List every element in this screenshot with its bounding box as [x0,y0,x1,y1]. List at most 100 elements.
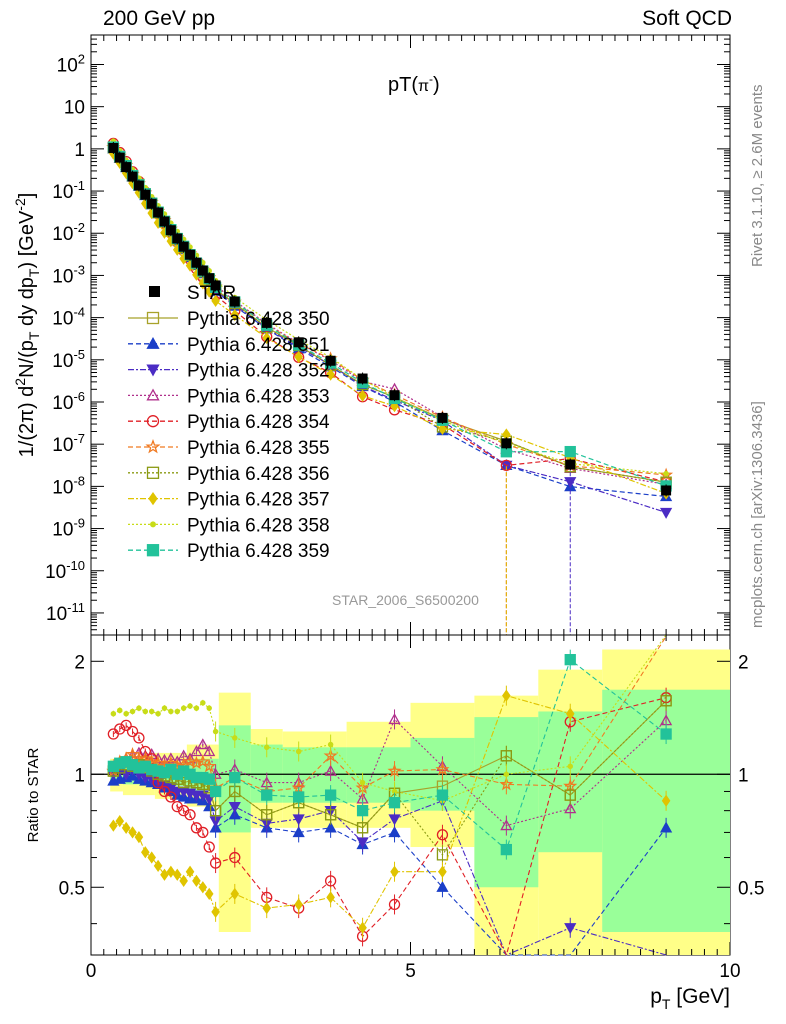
ratio-series-point [190,745,203,757]
ratio-series-point [160,868,169,881]
ratio-series-point [356,837,369,849]
star-data-point [114,152,125,163]
x-axis-label: pT [GeV] [650,985,730,1012]
ratio-series-point [133,732,145,744]
chart-title: pT(π-) [388,72,440,96]
star-data-point [140,189,151,200]
main-y-tick-label: 10-6 [52,389,85,414]
star-data-point [565,459,576,470]
ratio-series-point [228,801,241,813]
ratio-series-point [564,802,577,814]
ratio-series-point [141,846,150,859]
ratio-series-point [388,814,401,826]
ratio-series-point [388,713,401,725]
ratio-series-point [161,705,168,711]
main-y-tick-label: 10-3 [52,262,85,287]
main-series-point [663,470,669,477]
ratio-series-s359 [107,649,672,860]
ratio-series-point [121,821,131,834]
ratio-series-point [324,789,337,801]
ratio-series-point [182,754,198,768]
ratio-y-tick-label: 1 [74,765,85,786]
main-series-point [294,350,303,364]
ratio-series-point [126,725,139,738]
ratio-y-tick-label-right: 1 [738,765,749,786]
ratio-series-point [192,874,201,888]
legend-entry-s353: Pythia 6.428 353 [128,386,330,407]
main-series-point [438,422,447,435]
star-data-point [437,412,448,423]
legend-label: Pythia 6.428 354 [187,412,330,433]
ratio-series-point [503,771,510,778]
ratio-series-point [229,851,241,864]
main-series-point [500,459,513,472]
ratio-series-point [168,708,174,715]
ratio-series-point [203,745,216,757]
ratio-series-point [123,710,129,717]
ratio-series-point [324,764,337,776]
ratio-series-point [436,880,449,892]
header-left: 200 GeV pp [103,7,216,30]
ratio-series-point [187,703,193,709]
ratio-series-point [109,819,118,832]
star-data-point [185,249,196,260]
star-data-point [229,296,240,307]
main-series-point [564,477,577,489]
legend-entry-s354: Pythia 6.428 354 [128,412,330,433]
analysis-watermark: STAR_2006_S6500200 [332,592,479,608]
legend-entry-s350: Pythia 6.428 350 [128,309,330,330]
main-series-star [108,141,672,497]
ratio-series-point [206,705,212,711]
ratio-series-point [120,719,132,732]
ratio-series-point [435,762,450,776]
ratio-series-point [203,841,215,853]
ratio-series-point [356,805,369,817]
ratio-series-point [129,708,136,715]
ratio-series-point [324,809,337,821]
ratio-series-point [203,773,215,785]
legend-marker [150,521,156,528]
ratio-series-point [142,708,149,715]
legend-marker [146,336,160,349]
star-data-point [210,280,221,291]
ratio-y-tick-label: 2 [74,652,85,673]
ratio-panel: 0.5 0.5 1 1 2 2 0 5 10 Ratio to STAR pT [GeV] [25,634,764,1012]
legend-marker [148,491,158,506]
star-data-point [197,265,208,276]
ratio-series-point [147,851,156,864]
ratio-series-point [564,789,576,801]
main-y-tick-label: 10-9 [52,516,85,541]
star-data-point [261,317,272,328]
ratio-series-point [295,748,302,755]
main-y-tick-label: 10-4 [52,305,85,330]
ratio-series-point [564,923,577,935]
star-data-point [325,355,336,366]
ratio-series-point [180,705,187,711]
ratio-series-point [171,800,183,813]
legend-entry-s356: Pythia 6.428 356 [128,464,330,485]
ratio-y-tick-label-right: 0.5 [738,878,764,899]
ratio-series-point [197,826,209,839]
main-series-s352 [107,143,673,519]
ratio-series-point [232,735,238,741]
star-data-point [661,485,672,496]
ratio-series-point [230,887,240,901]
main-series-point [211,294,220,308]
ratio-series-point [292,826,305,838]
legend-marker [146,544,160,557]
legend-label: Pythia 6.428 355 [187,438,330,459]
legend-label: STAR [187,283,236,304]
ratio-series-point [388,826,401,838]
ratio-series-line [113,697,667,957]
ratio-series-point [326,891,335,904]
ratio-series-point [158,785,171,798]
main-y-tick-label: 10-8 [52,473,85,498]
ratio-series-point [359,779,366,786]
x-tick-label: 0 [86,961,97,982]
ratio-series-point [327,741,334,748]
legend-entry-s357: Pythia 6.428 357 [128,490,330,511]
star-data-point [121,162,132,173]
ratio-series-point [115,815,125,828]
main-series-point [564,445,576,458]
